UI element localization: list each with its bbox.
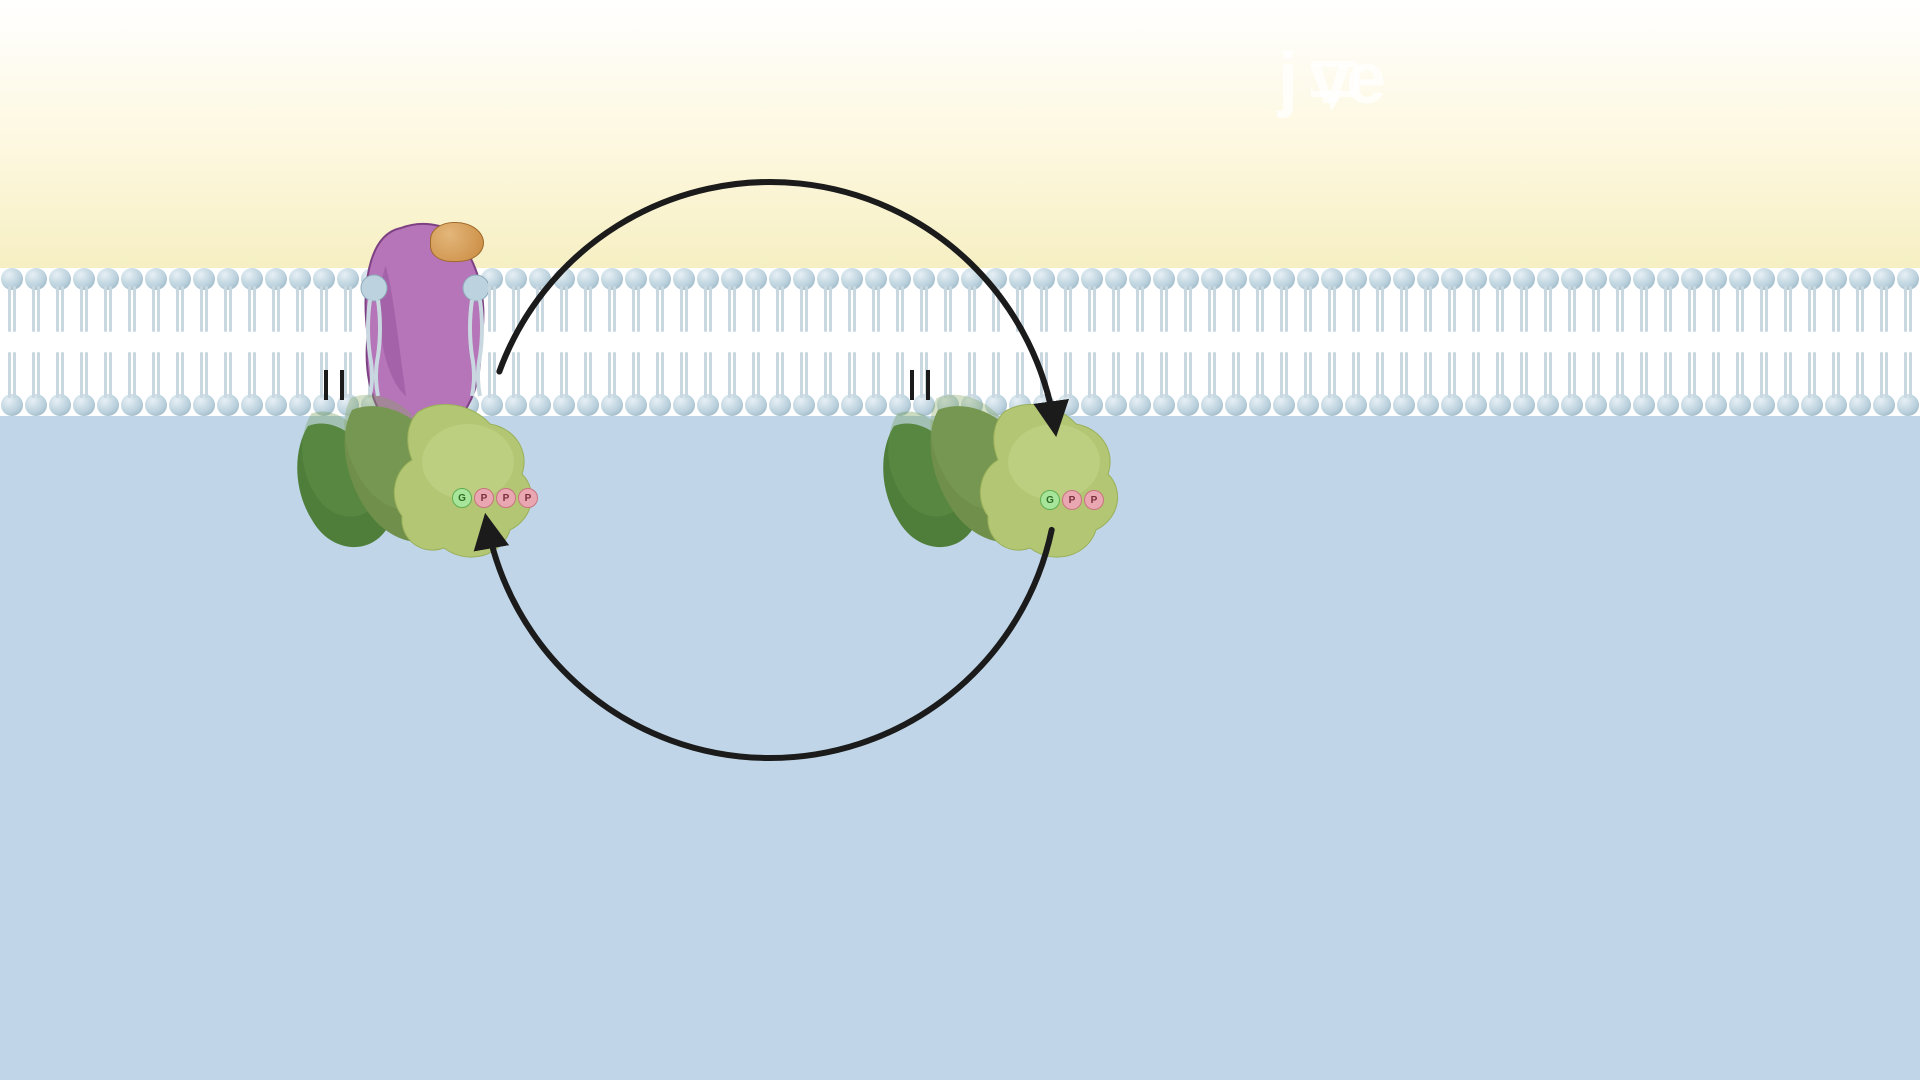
cycle-arrows	[0, 0, 1920, 1080]
diagram-stage: GPPP GPP j ve	[0, 0, 1920, 1080]
watermark-speech-bubble-icon	[1311, 60, 1359, 110]
